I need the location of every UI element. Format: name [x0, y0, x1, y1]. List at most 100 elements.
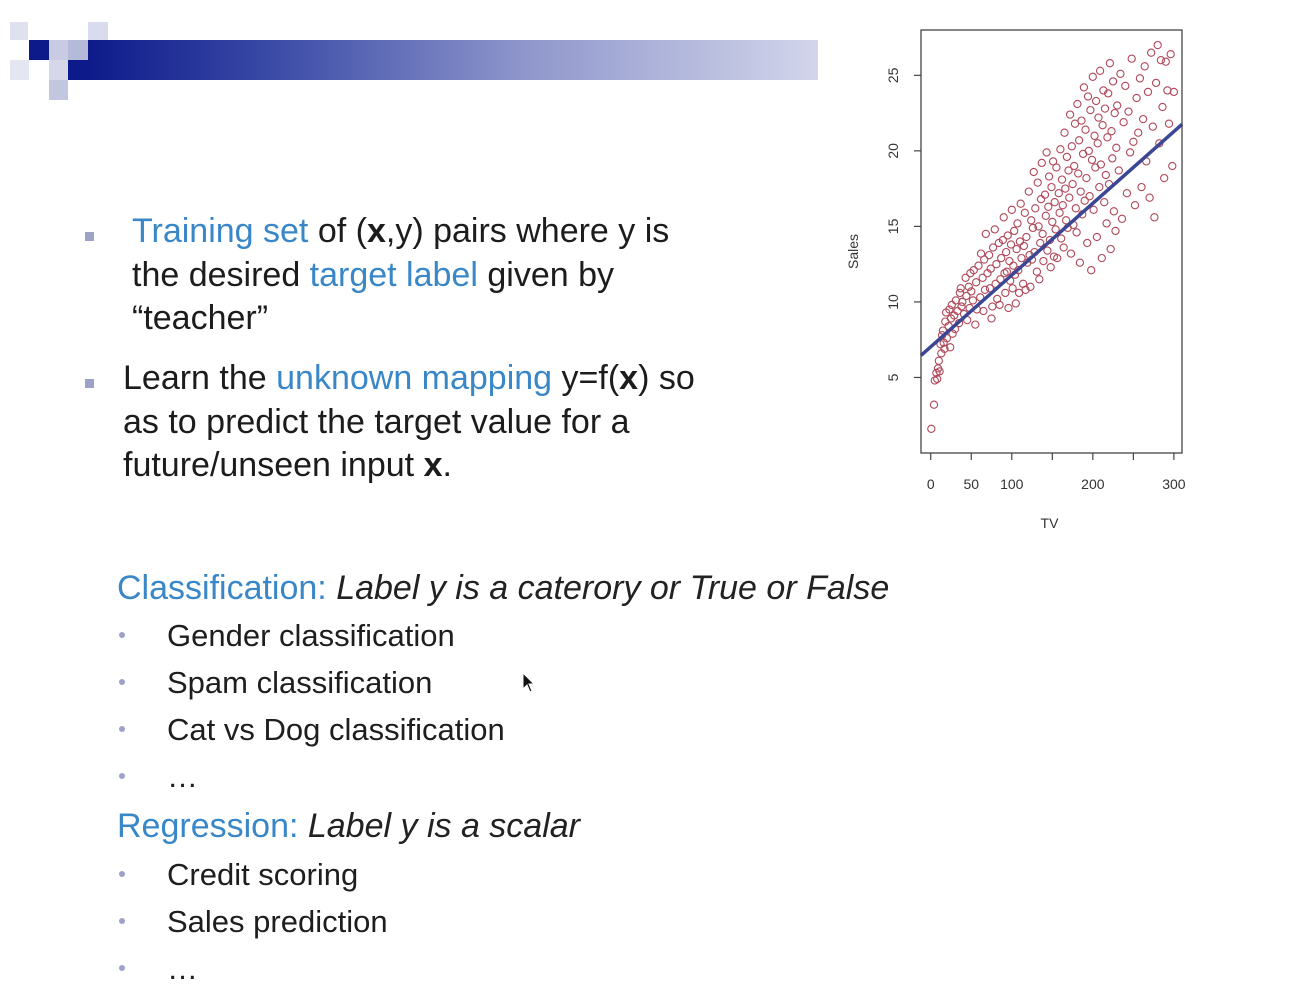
- text: future/unseen input: [123, 446, 424, 484]
- data-point: [1016, 199, 1025, 208]
- data-point: [1065, 193, 1074, 202]
- data-point: [1077, 116, 1086, 125]
- data-point: [1029, 167, 1038, 177]
- list-item: …: [167, 759, 198, 794]
- data-point: [956, 284, 965, 293]
- data-point: [1100, 104, 1110, 113]
- data-point: [1151, 78, 1161, 88]
- data-point: [1024, 187, 1033, 196]
- data-point: [1156, 56, 1166, 65]
- sub-bullet-dot: [119, 679, 125, 685]
- data-point: [946, 343, 955, 352]
- data-point: [971, 278, 981, 287]
- data-point: [1060, 128, 1069, 137]
- data-point: [1044, 172, 1054, 181]
- data-point: [1012, 244, 1021, 254]
- data-point: [1059, 243, 1068, 252]
- highlight-unknown-mapping: unknown mapping: [276, 359, 553, 397]
- list-item: …: [167, 951, 198, 986]
- y-axis-title: Sales: [845, 234, 861, 269]
- data-point: [1001, 288, 1010, 298]
- data-point: [1095, 182, 1104, 192]
- data-point: [969, 266, 978, 275]
- data-point: [1080, 196, 1089, 205]
- data-point: [971, 320, 980, 329]
- data-point: [1122, 189, 1132, 198]
- deco-square: [10, 60, 29, 80]
- data-point: [1040, 190, 1050, 199]
- data-point: [998, 235, 1008, 245]
- data-point: [1121, 81, 1130, 91]
- regression-heading: Regression: Label y is a scalar: [117, 806, 817, 846]
- data-point: [1019, 241, 1029, 251]
- bullet-training-set: Training set of (x,y) pairs where y is t…: [132, 210, 772, 341]
- data-point: [1044, 202, 1053, 211]
- y-tick-label: 5: [885, 373, 901, 381]
- data-point: [1043, 246, 1052, 255]
- data-point: [961, 273, 970, 282]
- data-point: [1041, 211, 1050, 220]
- data-point: [1168, 161, 1177, 171]
- data-point: [957, 302, 966, 311]
- data-point: [1035, 275, 1044, 284]
- data-point: [1140, 62, 1149, 71]
- data-point: [1127, 54, 1136, 63]
- sub-bullet-dot: [119, 918, 125, 924]
- deco-square: [49, 80, 68, 100]
- plot-frame: [920, 29, 1183, 454]
- deco-square: [29, 40, 49, 60]
- data-point: [987, 314, 996, 323]
- data-point: [1057, 175, 1067, 184]
- data-point: [1028, 223, 1038, 233]
- x-tick-label: 100: [1000, 476, 1024, 492]
- data-point: [1092, 232, 1102, 242]
- data-point: [1027, 216, 1036, 225]
- bullet-learn-mapping: Learn the unknown mapping y=f(x) so as t…: [123, 357, 783, 488]
- data-point: [1081, 125, 1090, 134]
- data-point: [1009, 261, 1018, 270]
- data-point: [979, 306, 988, 316]
- data-point: [978, 273, 987, 282]
- text: Learn the: [123, 359, 277, 397]
- bullet-line: Learn the unknown mapping y=f(x) so: [123, 357, 783, 401]
- header-bar: [88, 40, 818, 80]
- data-point: [1091, 96, 1101, 106]
- data-point: [1093, 139, 1102, 148]
- list-item: Gender classification: [167, 618, 455, 653]
- classification-label: Classification:: [117, 569, 327, 607]
- data-point: [958, 297, 967, 307]
- data-point: [1112, 143, 1121, 152]
- data-point: [1105, 59, 1115, 68]
- data-point: [1061, 216, 1071, 225]
- data-point: [986, 264, 995, 273]
- data-point: [1061, 184, 1070, 193]
- highlight-target-label: target label: [309, 255, 478, 294]
- data-point: [1002, 267, 1012, 276]
- text: of (: [308, 212, 367, 250]
- data-point: [1032, 267, 1042, 276]
- data-point: [967, 287, 976, 296]
- data-point: [1079, 83, 1089, 92]
- data-point: [1017, 253, 1026, 263]
- data-point: [1124, 107, 1133, 116]
- data-point: [1011, 299, 1020, 308]
- data-point: [1153, 40, 1162, 50]
- bullet-marker: [85, 232, 94, 241]
- data-point: [1031, 204, 1040, 213]
- data-point: [1085, 192, 1094, 201]
- data-point: [974, 261, 983, 270]
- data-point: [1083, 92, 1093, 101]
- data-point: [1114, 166, 1123, 175]
- data-point: [1037, 158, 1046, 168]
- data-point: [1038, 229, 1047, 239]
- data-point: [1048, 217, 1057, 227]
- data-point: [992, 260, 1001, 269]
- data-point: [1000, 269, 1009, 278]
- data-point: [1089, 205, 1098, 214]
- data-point: [1050, 198, 1059, 207]
- x-tick-label: 200: [1081, 476, 1105, 492]
- data-point: [1088, 72, 1097, 81]
- data-point: [1074, 169, 1083, 178]
- data-point: [988, 302, 997, 311]
